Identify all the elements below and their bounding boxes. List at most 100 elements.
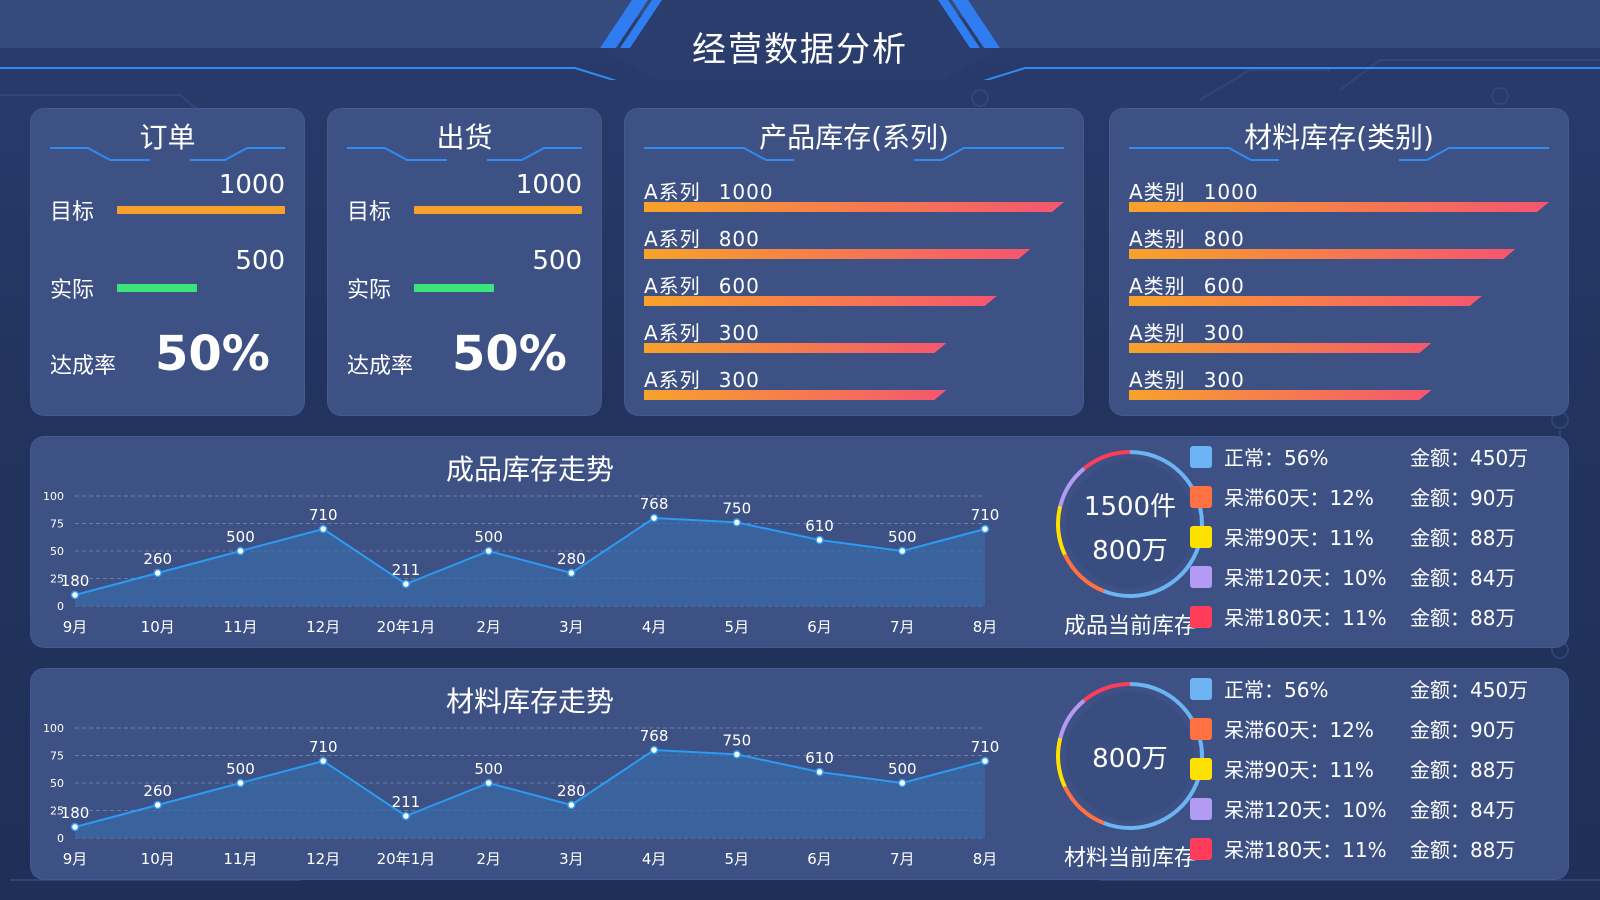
material-inventory-row-name: A类别 <box>1129 227 1186 251</box>
material-inventory-card: 材料库存(类别) A类别 1000 A类别 800 A类别 600 A类别 300 A类别 300 <box>1109 108 1569 416</box>
material-trend-point <box>567 800 576 810</box>
product-trend-point <box>815 535 824 545</box>
material-trend-point <box>898 778 907 788</box>
order-target-bar <box>117 206 285 214</box>
material-inventory-row-label: A类别 300 <box>1129 317 1245 346</box>
material-trend-data-label: 260 <box>143 782 172 800</box>
order-rate-label: 达成率 <box>50 354 117 379</box>
material-inventory-row-value: 300 <box>1203 368 1245 392</box>
product-trend-point <box>318 524 328 534</box>
material-trend-y-tick: 75 <box>50 750 64 763</box>
product-legend-amount: 金额：450万 <box>1410 446 1529 470</box>
material-trend-x-tick: 12月 <box>306 850 340 868</box>
material-inventory-row-bar <box>1129 296 1482 306</box>
product-inventory-row-name: A系列 <box>644 227 701 251</box>
material-donut-amount: 800万 <box>1092 744 1168 774</box>
material-inventory-title: 材料库存(类别) <box>1244 121 1434 154</box>
material-inventory-row: A类别 800 <box>1129 223 1549 263</box>
product-inventory-row-label: A系列 600 <box>644 270 760 299</box>
material-inventory-row-label: A类别 300 <box>1129 364 1245 393</box>
material-trend-x-tick: 9月 <box>63 850 88 868</box>
product-legend-swatch <box>1190 526 1212 548</box>
product-trend-data-label: 180 <box>61 572 90 590</box>
product-legend-amount: 金额：84万 <box>1410 566 1516 590</box>
product-trend-point <box>732 518 742 527</box>
product-trend-data-label: 710 <box>309 506 338 524</box>
title-decoration <box>347 147 582 161</box>
product-trend-line <box>74 516 986 596</box>
material-legend-swatch <box>1190 718 1212 740</box>
product-inventory-row-bar <box>644 390 946 400</box>
material-legend-amount: 金额：88万 <box>1410 838 1516 862</box>
product-inventory-row-name: A系列 <box>644 180 701 204</box>
material-inventory-row-label: A类别 800 <box>1129 223 1245 252</box>
material-trend-point <box>732 750 742 759</box>
product-trend-y-tick: 0 <box>57 600 64 613</box>
material-donut-slice <box>1063 785 1105 825</box>
material-inventory-row: A类别 600 <box>1129 270 1549 310</box>
material-legend-swatch <box>1190 798 1212 820</box>
material-trend-point <box>401 811 411 821</box>
product-trend-point <box>484 546 493 556</box>
material-trend-point <box>153 800 162 810</box>
product-inventory-row: A系列 600 <box>644 270 1064 310</box>
material-legend-swatch <box>1190 838 1212 860</box>
header: 经营数据分析 <box>0 0 1600 80</box>
material-trend-x-tick: 3月 <box>559 850 584 868</box>
product-donut-caption: 成品当前库存 <box>1063 614 1196 639</box>
product-inventory-row-value: 1000 <box>718 180 774 204</box>
shipment-card: 出货 1000 目标 500 实际 达成率 50% <box>327 108 602 416</box>
material-trend-y-tick: 0 <box>57 832 64 845</box>
product-trend-panel: 成品库存走势 0 25 50 75 100 180 9月 260 10月 500 11月 710 12月… <box>30 436 1569 648</box>
order-rate-value: 50% <box>155 326 270 382</box>
material-inventory-row-label: A类别 600 <box>1129 270 1245 299</box>
product-trend-point <box>153 568 162 578</box>
product-donut-slice <box>1082 450 1131 471</box>
product-trend-x-tick: 12月 <box>306 618 340 636</box>
material-trend-chart: 0 25 50 75 100 180 9月 260 10月 500 11月 710 12月 211 20年1… <box>43 722 1000 868</box>
shipment-card-title: 出货 <box>436 121 493 154</box>
product-inventory-row-value: 300 <box>718 321 760 345</box>
material-trend-y-tick: 100 <box>43 722 64 735</box>
product-legend-item: 呆滞60天：12% 金额：90万 <box>1190 482 1530 510</box>
material-legend-name: 呆滞120天：10% <box>1224 798 1387 822</box>
product-trend-y-tick: 100 <box>43 490 64 503</box>
material-trend-data-label: 768 <box>640 727 669 745</box>
material-legend-amount: 金额：84万 <box>1410 798 1516 822</box>
material-donut-slice <box>1058 698 1086 739</box>
material-trend-panel: 材料库存走势 0 25 50 75 100 180 9月 260 10月 500 11月 710 12月… <box>30 668 1569 880</box>
material-trend-data-label: 610 <box>805 749 834 767</box>
product-trend-data-label: 211 <box>392 561 421 579</box>
product-legend-name: 正常：56% <box>1224 446 1329 470</box>
product-donut-amount: 800万 <box>1092 536 1168 566</box>
order-target-label: 目标 <box>50 200 95 225</box>
product-legend-name: 呆滞120天：10% <box>1224 566 1387 590</box>
product-trend-x-tick: 11月 <box>223 618 257 636</box>
material-inventory-row-bar <box>1129 249 1515 259</box>
material-donut-slice <box>1056 737 1067 788</box>
material-trend-data-label: 211 <box>392 793 421 811</box>
product-trend-x-tick: 9月 <box>63 618 88 636</box>
product-trend-x-tick: 7月 <box>890 618 915 636</box>
product-legend-amount: 金额：90万 <box>1410 486 1516 510</box>
material-trend-point <box>70 822 80 832</box>
product-donut-center <box>1066 460 1194 588</box>
material-inventory-row-bar <box>1129 202 1549 212</box>
material-trend-data-label: 710 <box>971 738 1000 756</box>
product-trend-title: 成品库存走势 <box>445 453 614 486</box>
product-trend-y-tick: 25 <box>50 573 64 586</box>
product-trend-point <box>567 568 576 578</box>
material-legend-swatch <box>1190 758 1212 780</box>
material-trend-point <box>815 767 824 777</box>
material-trend-title: 材料库存走势 <box>445 685 614 718</box>
product-legend-swatch <box>1190 486 1212 508</box>
material-legend-item: 呆滞180天：11% 金额：88万 <box>1190 834 1530 862</box>
material-trend-x-tick: 8月 <box>973 850 998 868</box>
product-legend-swatch <box>1190 446 1212 468</box>
product-inventory-row-name: A系列 <box>644 274 701 298</box>
material-trend-x-tick: 5月 <box>725 850 750 868</box>
product-legend-item: 正常：56% 金额：450万 <box>1190 442 1530 470</box>
material-trend-point <box>318 756 328 766</box>
product-trend-y-tick: 75 <box>50 518 64 531</box>
material-trend-x-tick: 4月 <box>642 850 667 868</box>
